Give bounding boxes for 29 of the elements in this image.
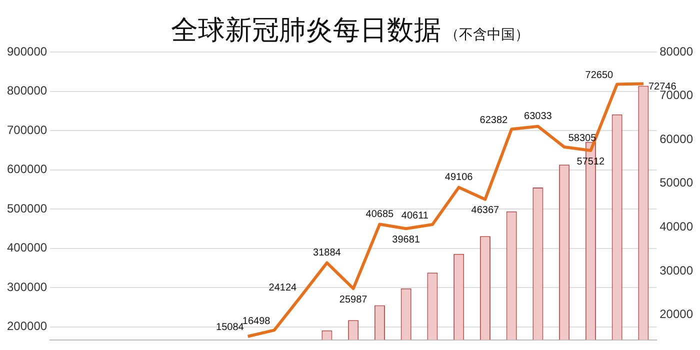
y-tick-label: 200000 (6, 319, 48, 334)
y-tick-label: 900000 (6, 44, 48, 58)
data-label: 16498 (242, 316, 271, 327)
data-label: 31884 (313, 248, 342, 259)
data-label: 40685 (366, 208, 394, 220)
data-label: 46367 (471, 205, 500, 216)
y-tick-label: 300000 (6, 280, 48, 294)
y2-tick-label: 60000 (660, 132, 694, 146)
y2-tick-label: 40000 (660, 220, 694, 234)
y-tick-label: 600000 (6, 162, 48, 176)
data-label: 15084 (216, 322, 244, 334)
chart-subtitle: （不含中国） (445, 28, 529, 43)
y-tick-label: 400000 (6, 240, 48, 255)
data-label: 39681 (392, 234, 420, 246)
y2-tick-label: 80000 (660, 44, 694, 58)
data-label: 63033 (524, 111, 552, 122)
chart-title: 全球新冠肺炎每日数据 (171, 15, 441, 45)
y2-tick-label: 50000 (660, 176, 694, 190)
y2-tick-label: 30000 (660, 263, 694, 278)
data-label: 49106 (444, 172, 474, 184)
y-tick-label: 700000 (6, 122, 48, 137)
data-label: 24124 (268, 282, 298, 294)
data-label: 62382 (480, 114, 508, 126)
data-label: 40611 (401, 210, 429, 222)
data-label: 25987 (339, 294, 368, 306)
y-tick-label: 500000 (6, 201, 48, 216)
y-tick-label: 800000 (6, 84, 48, 98)
data-label: 72650 (585, 70, 614, 81)
y2-tick-label: 20000 (660, 307, 694, 322)
